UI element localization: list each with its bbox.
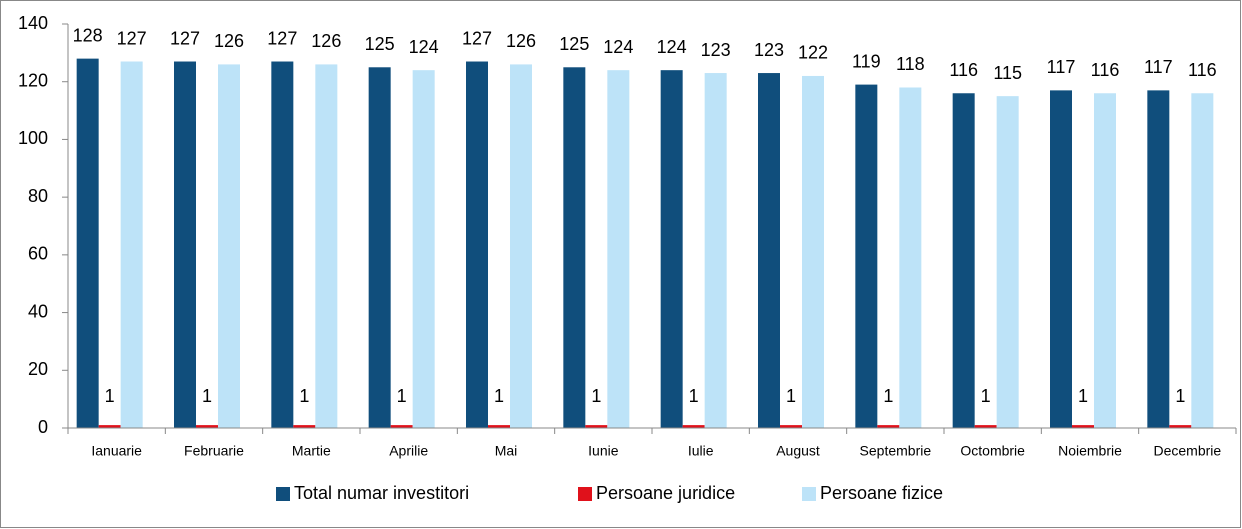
legend-label: Total numar investitori (294, 483, 469, 503)
x-tick-label: Mai (495, 443, 518, 459)
x-tick-label: Februarie (184, 443, 244, 459)
y-tick-label: 20 (28, 359, 48, 379)
bar (877, 425, 900, 428)
data-label: 118 (896, 54, 925, 74)
x-tick-label: Decembrie (1153, 443, 1221, 459)
data-label: 126 (506, 31, 536, 51)
data-label: 126 (311, 31, 341, 51)
bar (660, 70, 683, 429)
data-label: 128 (73, 25, 103, 45)
x-tick-label: Aprilie (389, 443, 428, 459)
x-tick-label: Septembrie (860, 443, 932, 459)
bar (218, 64, 240, 429)
x-tick-label: Octombrie (960, 443, 1025, 459)
bar (390, 425, 413, 428)
bar (271, 61, 294, 429)
data-label: 1 (786, 386, 796, 406)
bar (1169, 425, 1192, 428)
bar (120, 61, 143, 429)
data-label: 1 (397, 386, 407, 406)
data-label: 1 (591, 386, 601, 406)
bar (1191, 93, 1214, 428)
data-label: 1 (981, 386, 991, 406)
data-label: 123 (701, 40, 731, 60)
y-tick-label: 0 (38, 417, 48, 437)
data-label: 116 (1091, 60, 1120, 80)
bar (952, 93, 975, 428)
y-tick-label: 140 (18, 13, 48, 33)
x-tick-label: Ianuarie (91, 443, 142, 459)
bar (510, 64, 532, 429)
y-tick-label: 60 (28, 244, 48, 264)
data-label: 1 (1078, 386, 1088, 406)
data-label: 127 (267, 28, 297, 48)
data-label: 1 (689, 386, 699, 406)
data-label: 124 (409, 37, 439, 57)
x-tick-label: Iunie (588, 443, 619, 459)
bar (466, 61, 488, 429)
bar (488, 425, 510, 428)
y-tick-label: 120 (18, 70, 48, 90)
bar (802, 75, 824, 428)
y-tick-label: 80 (28, 186, 48, 206)
y-tick-label: 100 (18, 128, 48, 148)
x-tick-label: August (776, 443, 820, 459)
x-tick-label: Noiembrie (1058, 443, 1122, 459)
x-tick-label: Iulie (688, 443, 714, 459)
data-label: 1 (883, 386, 893, 406)
data-label: 117 (1144, 57, 1173, 77)
data-label: 127 (117, 28, 147, 48)
bar (1050, 90, 1072, 428)
data-label: 125 (365, 34, 395, 54)
data-label: 126 (214, 31, 244, 51)
data-label: 123 (754, 40, 784, 60)
data-label: 116 (949, 60, 978, 80)
bar (607, 70, 630, 429)
bar (974, 425, 997, 428)
data-label: 117 (1047, 57, 1076, 77)
bar (704, 73, 727, 429)
bar (412, 70, 435, 429)
bar (293, 425, 316, 428)
data-label: 127 (462, 28, 492, 48)
bar (682, 425, 705, 428)
legend-swatch (578, 487, 592, 501)
data-label: 1 (494, 386, 504, 406)
data-label: 124 (603, 37, 633, 57)
bar (780, 425, 802, 428)
data-label: 1 (105, 386, 115, 406)
data-label: 1 (1175, 386, 1185, 406)
bar (315, 64, 338, 429)
bar (174, 61, 196, 429)
data-label: 124 (657, 37, 687, 57)
legend-swatch (802, 487, 816, 501)
bar (899, 87, 922, 428)
data-label: 127 (170, 28, 200, 48)
bar (98, 425, 121, 428)
x-tick-label: Martie (292, 443, 331, 459)
bar (1094, 93, 1116, 428)
legend-label: Persoane juridice (596, 483, 735, 503)
data-label: 122 (798, 43, 828, 63)
bar (196, 425, 218, 428)
bar (855, 84, 878, 428)
data-label: 125 (559, 34, 589, 54)
data-label: 115 (993, 63, 1022, 83)
bar (758, 73, 780, 429)
data-label: 1 (299, 386, 309, 406)
bar (76, 58, 99, 428)
legend-swatch (276, 487, 290, 501)
bar (1147, 90, 1170, 428)
bar (1072, 425, 1094, 428)
bar (585, 425, 608, 428)
legend-label: Persoane fizice (820, 483, 943, 503)
data-label: 119 (852, 51, 881, 71)
bar (996, 96, 1019, 429)
data-label: 116 (1188, 60, 1217, 80)
bar (368, 67, 391, 429)
data-label: 1 (202, 386, 212, 406)
bar (563, 67, 586, 429)
y-tick-label: 40 (28, 301, 48, 321)
